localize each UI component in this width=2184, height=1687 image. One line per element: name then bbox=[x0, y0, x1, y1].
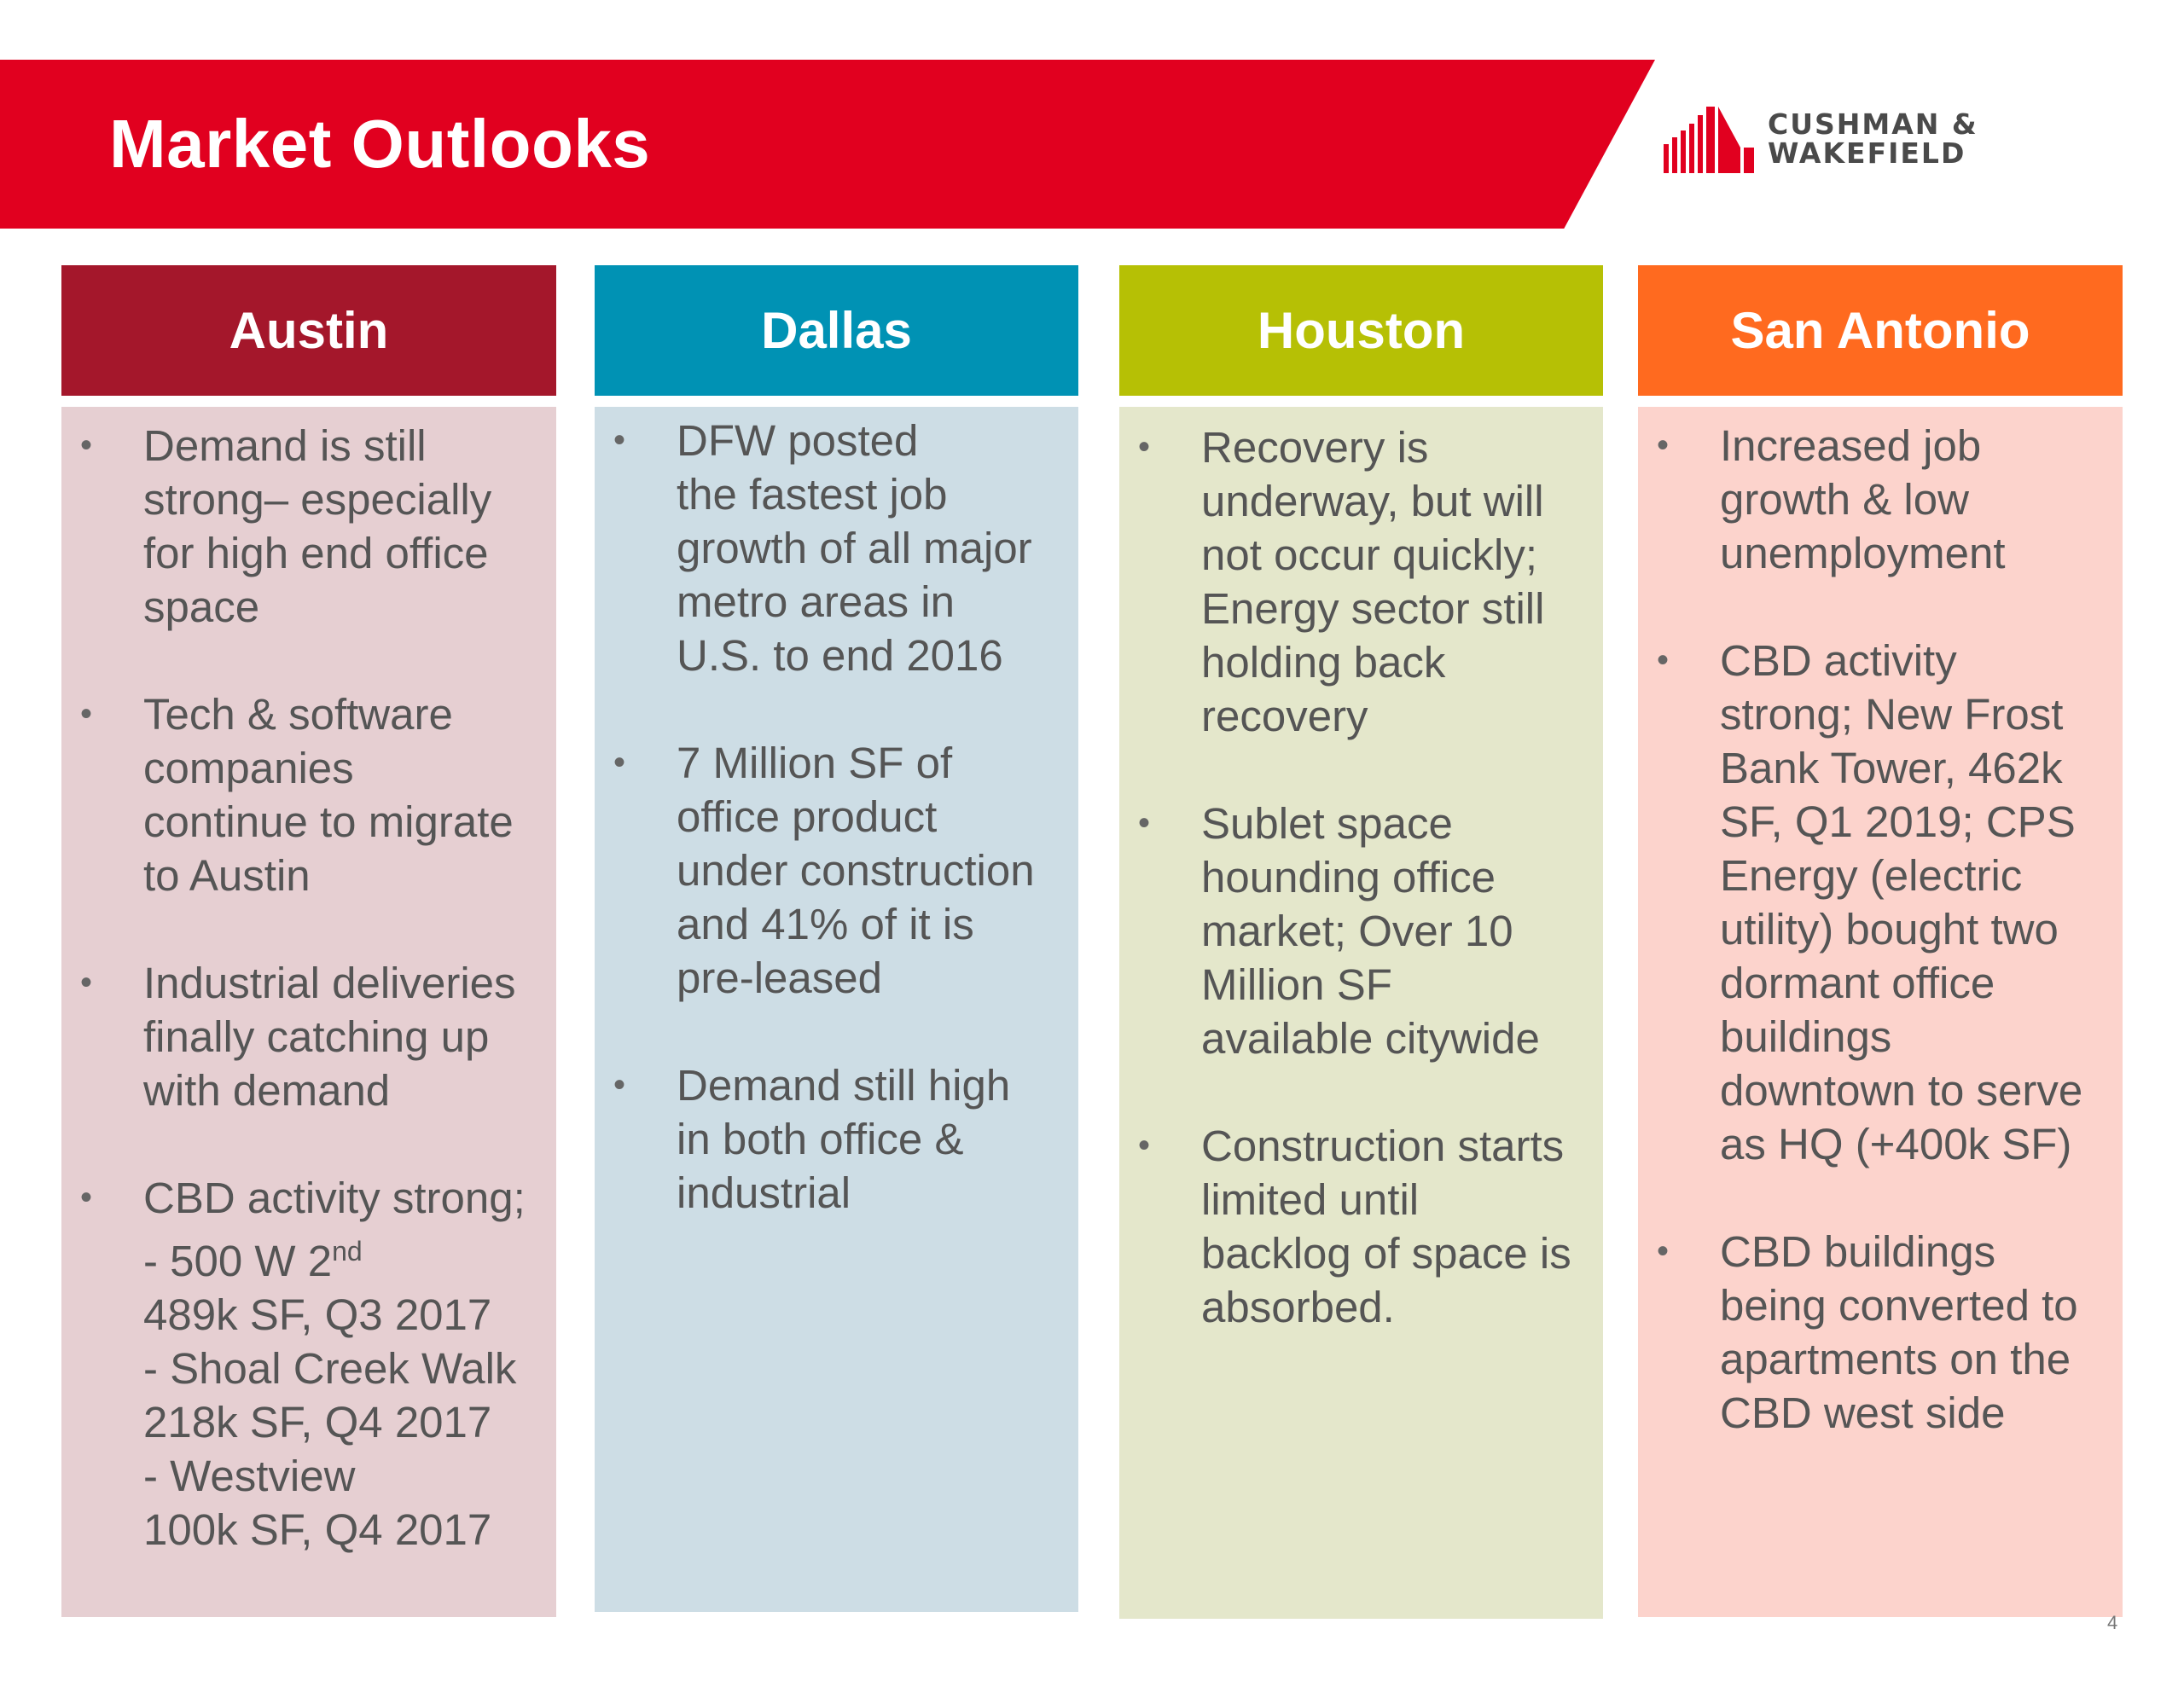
bullet-list: Recovery is underway, but will not occur… bbox=[1119, 420, 1603, 1334]
column-title: Austin bbox=[229, 302, 389, 359]
column-body-austin: Demand is still strong– especially for h… bbox=[61, 407, 556, 1617]
ordinal-superscript: nd bbox=[332, 1236, 363, 1267]
bullet-item: Demand still high in both office & indus… bbox=[595, 1058, 1078, 1220]
page-number: 4 bbox=[2107, 1612, 2118, 1633]
bullet-item: Industrial deliveries finally catching u… bbox=[61, 956, 556, 1117]
column-houston: Houston Recovery is underway, but will n… bbox=[1119, 265, 1603, 1619]
page-title: Market Outlooks bbox=[109, 106, 651, 182]
column-title: Dallas bbox=[761, 302, 912, 359]
bullet-item: Sublet space hounding office market; Ove… bbox=[1119, 797, 1603, 1065]
column-body-san-antonio: Increased job growth & low unemployment … bbox=[1638, 407, 2123, 1617]
bullet-item: CBD activity strong; - 500 W 2nd 489k SF… bbox=[61, 1171, 556, 1557]
bullet-list: DFW posted the fastest job growth of all… bbox=[595, 414, 1078, 1220]
bullet-item: Demand is still strong– especially for h… bbox=[61, 419, 556, 634]
column-header-austin: Austin bbox=[61, 265, 556, 396]
logo-wordmark: CUSHMAN & WAKEFIELD bbox=[1768, 110, 1978, 168]
bullet-item: DFW posted the fastest job growth of all… bbox=[595, 414, 1078, 682]
bullet-item: Construction starts limited until backlo… bbox=[1119, 1119, 1603, 1334]
bullet-item: Increased job growth & low unemployment bbox=[1638, 419, 2123, 580]
column-title: Houston bbox=[1257, 302, 1466, 359]
column-header-houston: Houston bbox=[1119, 265, 1603, 396]
column-header-dallas: Dallas bbox=[595, 265, 1078, 396]
bullet-item: Tech & software companies continue to mi… bbox=[61, 687, 556, 902]
column-title: San Antonio bbox=[1730, 302, 2030, 359]
bullet-item: CBD buildings being converted to apartme… bbox=[1638, 1225, 2123, 1440]
logo-line-2: WAKEFIELD bbox=[1768, 136, 1966, 170]
column-header-san-antonio: San Antonio bbox=[1638, 265, 2123, 396]
bullet-item: 7 Million SF of office product under con… bbox=[595, 736, 1078, 1005]
bullet-list: Demand is still strong– especially for h… bbox=[61, 419, 556, 1557]
bullet-list: Increased job growth & low unemployment … bbox=[1638, 419, 2123, 1440]
bullet-item: Recovery is underway, but will not occur… bbox=[1119, 420, 1603, 743]
title-banner: Market Outlooks bbox=[0, 60, 1655, 229]
bullet-item: CBD activity strong; New Frost Bank Towe… bbox=[1638, 634, 2123, 1171]
building-bars-icon bbox=[1664, 107, 1754, 173]
column-body-houston: Recovery is underway, but will not occur… bbox=[1119, 407, 1603, 1619]
column-san-antonio: San Antonio Increased job growth & low u… bbox=[1638, 265, 2123, 1617]
column-body-dallas: DFW posted the fastest job growth of all… bbox=[595, 407, 1078, 1612]
company-logo: CUSHMAN & WAKEFIELD bbox=[1664, 101, 1988, 177]
column-austin: Austin Demand is still strong– especiall… bbox=[61, 265, 556, 1617]
column-dallas: Dallas DFW posted the fastest job growth… bbox=[595, 265, 1078, 1612]
logo-line-1: CUSHMAN & bbox=[1768, 107, 1978, 141]
